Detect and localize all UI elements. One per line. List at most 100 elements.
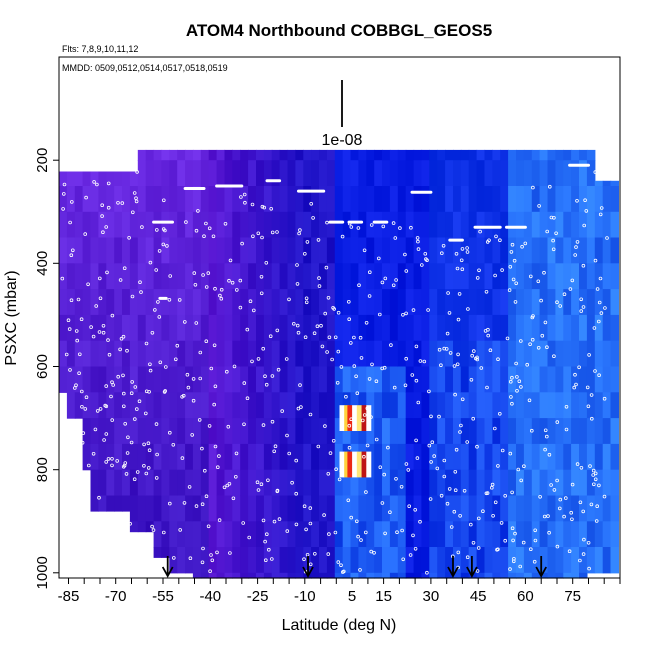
heatmap-cell: [547, 149, 556, 161]
sample-marker: [204, 494, 209, 499]
sample-marker: [87, 463, 91, 468]
sample-marker: [240, 241, 244, 246]
sample-marker: [168, 274, 173, 278]
heatmap-cell: [523, 469, 533, 497]
heatmap-cell: [437, 149, 446, 161]
heatmap-cell: [334, 418, 344, 445]
sample-marker: [360, 418, 365, 423]
sample-marker: [198, 350, 203, 355]
heatmap-cell: [405, 263, 415, 290]
sample-marker: [365, 406, 370, 411]
heatmap-cell: [445, 443, 454, 471]
heatmap-cell: [421, 418, 430, 445]
heatmap-cell: [311, 160, 320, 187]
heatmap-cell: [216, 289, 226, 316]
heatmap-cell: [468, 547, 478, 574]
sample-marker: [327, 532, 331, 536]
sample-marker: [309, 202, 314, 206]
heatmap-cell: [295, 392, 304, 419]
heatmap-cell: [374, 340, 383, 368]
sample-marker: [499, 521, 504, 525]
sample-marker: [230, 280, 235, 285]
heatmap-cell: [129, 211, 139, 239]
heatmap-cell: [263, 547, 273, 574]
heatmap-cell: [137, 237, 147, 264]
heatmap-cell: [492, 160, 501, 187]
sample-marker: [543, 320, 548, 325]
heatmap-cell: [413, 263, 423, 290]
heatmap-cell: [421, 547, 430, 574]
heatmap-cell: [563, 418, 572, 445]
heatmap-cell: [484, 263, 493, 290]
sample-marker: [259, 482, 264, 487]
sample-marker: [554, 231, 558, 236]
sample-marker: [380, 280, 385, 285]
sample-marker: [91, 334, 96, 339]
heatmap-cell: [476, 237, 486, 264]
heatmap-cell: [610, 180, 619, 187]
heatmap-cell: [192, 521, 202, 548]
sample-marker: [280, 409, 285, 413]
sample-marker: [308, 506, 313, 510]
heatmap-cell: [192, 211, 202, 239]
heatmap-cell: [224, 521, 233, 548]
heatmap-cell: [311, 366, 320, 393]
sample-marker: [452, 364, 457, 368]
heatmap-cell: [295, 547, 304, 574]
sample-marker: [305, 240, 310, 244]
sample-marker: [403, 383, 408, 388]
heatmap-cell: [405, 186, 415, 213]
sample-marker: [315, 324, 320, 329]
heatmap-cell: [350, 572, 359, 579]
sample-marker: [284, 357, 289, 361]
sample-marker: [489, 485, 494, 490]
heatmap-cell: [413, 211, 423, 239]
heatmap-cell: [366, 149, 375, 161]
sample-marker: [115, 459, 119, 463]
heatmap-cell: [405, 237, 415, 264]
heatmap-cell: [547, 211, 556, 239]
sample-marker: [124, 472, 129, 476]
heatmap-cell: [492, 366, 501, 393]
heatmap-cell: [145, 211, 155, 239]
heatmap-cell: [114, 314, 123, 342]
heatmap-cell: [326, 418, 336, 445]
heatmap-cell: [555, 418, 564, 445]
sample-marker: [77, 371, 81, 376]
heatmap-cell: [232, 366, 241, 393]
heatmap-cell: [161, 340, 170, 368]
heatmap-cell: [106, 289, 115, 316]
heatmap-cell: [453, 366, 462, 393]
heatmap-cell: [453, 149, 462, 161]
heatmap-cell: [153, 521, 163, 548]
heatmap-cell: [508, 392, 517, 419]
heatmap-cell: [326, 392, 336, 419]
heatmap-cell: [287, 237, 296, 264]
heatmap-cell: [279, 366, 289, 393]
heatmap-cell: [248, 469, 257, 497]
sample-marker: [568, 287, 573, 291]
heatmap-cell: [516, 495, 525, 522]
heatmap-cell: [531, 469, 541, 497]
sample-marker: [497, 411, 502, 416]
sample-marker: [326, 552, 331, 556]
heatmap-cell: [366, 340, 375, 368]
heatmap-cell: [224, 443, 233, 471]
heatmap-cell: [437, 314, 446, 342]
heatmap-cell: [263, 443, 273, 471]
heatmap-cell: [516, 392, 525, 419]
sample-marker: [359, 538, 363, 542]
sample-marker: [133, 417, 137, 421]
sample-marker: [596, 319, 601, 324]
heatmap-cell: [500, 547, 509, 574]
heatmap-cell: [98, 418, 107, 445]
heatmap-cell: [192, 237, 202, 264]
sample-marker: [79, 317, 84, 322]
sample-marker: [409, 225, 413, 230]
heatmap-cell: [350, 237, 359, 264]
heatmap-cell: [279, 289, 289, 316]
sample-marker: [579, 297, 583, 302]
sample-marker: [261, 346, 266, 351]
sample-marker: [123, 461, 128, 465]
sample-marker: [86, 282, 90, 287]
